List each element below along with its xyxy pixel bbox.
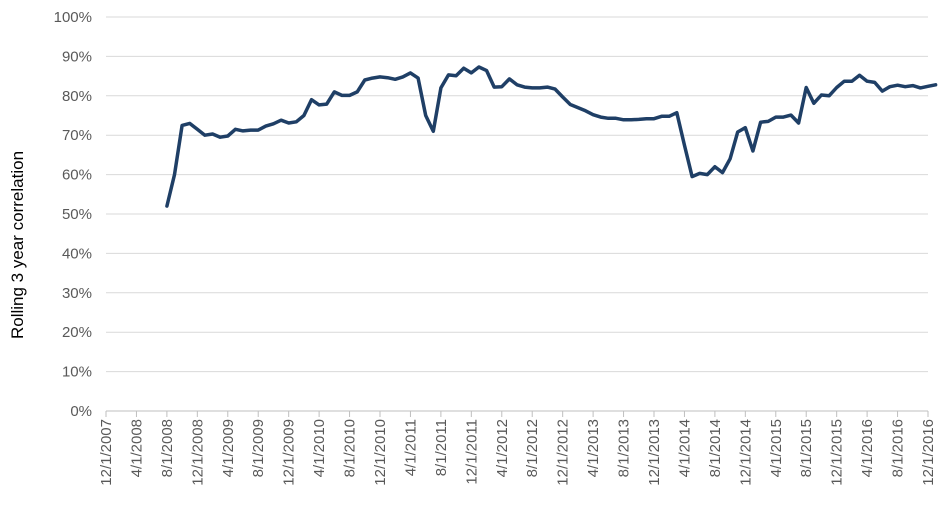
x-tick-label: 4/1/2014 [676,419,693,477]
y-tick-label: 40% [62,245,92,262]
y-tick-label: 10% [62,364,92,381]
y-tick-label: 90% [62,48,92,65]
y-axis: 0% 10% 20% 30% 40% 50% 60% 70% 80% 90% 100% [54,9,92,420]
y-tick-label: 0% [70,403,92,420]
y-tick-label: 70% [62,127,92,144]
x-tick-label: 4/1/2015 [768,419,785,477]
series-line [165,65,938,208]
x-tick-label: 8/1/2012 [524,419,541,477]
x-tick-label: 8/1/2011 [433,419,450,476]
x-tick-label: 12/1/2014 [737,419,754,486]
x-tick-label: 4/1/2013 [585,419,602,477]
x-tick-label: 4/1/2011 [402,419,419,476]
x-tick-label: 4/1/2008 [128,419,145,477]
x-tick-label: 8/1/2016 [890,419,907,477]
x-tick-label: 4/1/2012 [494,419,511,477]
x-tick-label: 8/1/2009 [250,419,267,477]
x-tick-label: 8/1/2013 [616,419,633,477]
y-tick-label: 30% [62,285,92,302]
y-axis-title: Rolling 3 year correlation [8,151,27,339]
x-axis: 12/1/2007 4/1/2008 8/1/2008 12/1/2008 4/1/20… [98,410,937,486]
x-tick-label: 12/1/2012 [555,419,572,486]
x-tick-label: 12/1/2016 [920,419,937,486]
series-layer [165,65,938,208]
x-tick-label: 8/1/2015 [798,419,815,477]
x-tick-label: 4/1/2009 [220,419,237,477]
x-tick-label: 4/1/2010 [311,419,328,477]
x-tick-label: 12/1/2015 [829,419,846,486]
x-tick-label: 8/1/2008 [159,419,176,477]
y-tick-label: 20% [62,324,92,341]
y-tick-label: 100% [54,9,92,26]
x-tick-label: 12/1/2008 [189,419,206,486]
x-tick-label: 12/1/2013 [646,419,663,486]
x-tick-label: 12/1/2007 [98,419,115,486]
y-tick-label: 50% [62,206,92,223]
y-tick-label: 60% [62,167,92,184]
x-tick-label: 12/1/2010 [372,419,389,486]
x-tick-label: 8/1/2010 [342,419,359,477]
x-tick-label: 12/1/2011 [463,419,480,485]
y-tick-label: 80% [62,88,92,105]
x-tick-label: 12/1/2009 [281,419,298,486]
x-tick-label: 8/1/2014 [707,419,724,477]
x-tick-label: 4/1/2016 [859,419,876,477]
gridlines [106,16,928,373]
